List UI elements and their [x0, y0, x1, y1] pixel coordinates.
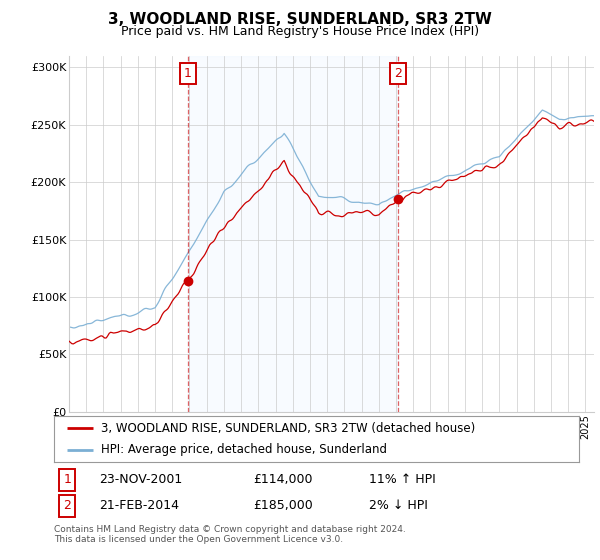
Text: Price paid vs. HM Land Registry's House Price Index (HPI): Price paid vs. HM Land Registry's House … [121, 25, 479, 38]
Text: 2% ↓ HPI: 2% ↓ HPI [369, 499, 428, 512]
Text: £185,000: £185,000 [254, 499, 313, 512]
Text: This data is licensed under the Open Government Licence v3.0.: This data is licensed under the Open Gov… [54, 535, 343, 544]
Text: HPI: Average price, detached house, Sunderland: HPI: Average price, detached house, Sund… [101, 443, 387, 456]
Text: 3, WOODLAND RISE, SUNDERLAND, SR3 2TW (detached house): 3, WOODLAND RISE, SUNDERLAND, SR3 2TW (d… [101, 422, 476, 435]
Text: 21-FEB-2014: 21-FEB-2014 [98, 499, 179, 512]
Text: 2: 2 [394, 67, 402, 80]
Text: 3, WOODLAND RISE, SUNDERLAND, SR3 2TW: 3, WOODLAND RISE, SUNDERLAND, SR3 2TW [108, 12, 492, 27]
Text: 1: 1 [184, 67, 192, 80]
Text: 1: 1 [63, 473, 71, 487]
Bar [188, 56, 398, 412]
Text: 11% ↑ HPI: 11% ↑ HPI [369, 473, 436, 487]
Text: 2: 2 [63, 499, 71, 512]
Text: Contains HM Land Registry data © Crown copyright and database right 2024.: Contains HM Land Registry data © Crown c… [54, 525, 406, 534]
Text: 23-NOV-2001: 23-NOV-2001 [98, 473, 182, 487]
Text: £114,000: £114,000 [254, 473, 313, 487]
